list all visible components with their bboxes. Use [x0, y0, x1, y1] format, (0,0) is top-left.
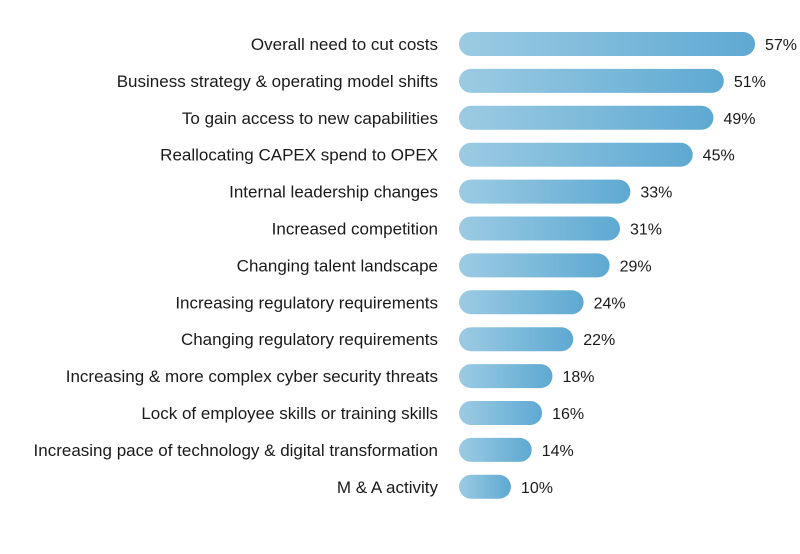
bar — [459, 253, 610, 278]
category-label: Changing talent landscape — [237, 256, 438, 275]
bar — [459, 179, 631, 204]
bar — [459, 68, 724, 93]
category-label: Reallocating CAPEX spend to OPEX — [160, 146, 438, 165]
bar-row: Lock of employee skills or training skil… — [141, 401, 584, 425]
bar-row: Increasing pace of technology & digital … — [34, 437, 574, 462]
category-label: Increasing regulatory requirements — [175, 293, 438, 312]
bar — [459, 32, 755, 56]
bar-row: Increasing regulatory requirements 24% — [175, 290, 626, 315]
bar — [459, 142, 693, 167]
category-label: Overall need to cut costs — [251, 35, 438, 54]
value-label: 45% — [703, 148, 735, 165]
value-label: 33% — [640, 185, 672, 202]
bar-row: Business strategy & operating model shif… — [117, 68, 766, 93]
value-label: 22% — [583, 332, 615, 349]
bar-row: Increasing & more complex cyber security… — [66, 364, 595, 389]
bar-row: Changing talent landscape 29% — [237, 253, 652, 278]
bar-row: Increased competition 31% — [272, 216, 662, 241]
bar — [459, 216, 620, 241]
bar — [459, 437, 532, 462]
bar — [459, 105, 714, 130]
bar-row: Reallocating CAPEX spend to OPEX 45% — [160, 142, 735, 167]
category-label: Increased competition — [272, 220, 438, 239]
bar-row: To gain access to new capabilities 49% — [182, 105, 755, 130]
bar — [459, 327, 574, 352]
category-label: Increasing & more complex cyber security… — [66, 367, 438, 386]
bar — [459, 290, 584, 315]
bar-row: M & A activity 10% — [337, 474, 553, 499]
bar — [459, 364, 553, 389]
category-label: Changing regulatory requirements — [181, 330, 438, 349]
value-label: 18% — [562, 369, 594, 386]
value-label: 16% — [552, 406, 584, 423]
category-label: Internal leadership changes — [229, 183, 438, 202]
bar-row: Changing regulatory requirements 22% — [181, 327, 615, 352]
category-label: Business strategy & operating model shif… — [117, 72, 438, 91]
value-label: 51% — [734, 74, 766, 91]
category-label: M & A activity — [337, 478, 439, 497]
value-label: 31% — [630, 222, 662, 239]
category-label: To gain access to new capabilities — [182, 109, 438, 128]
bar-row: Internal leadership changes 33% — [229, 179, 672, 204]
value-label: 24% — [594, 295, 626, 312]
category-label: Increasing pace of technology & digital … — [34, 441, 438, 460]
value-label: 49% — [723, 111, 755, 128]
value-label: 14% — [542, 443, 574, 460]
bar-row: Overall need to cut costs 57% — [251, 32, 797, 56]
bar — [459, 474, 511, 499]
value-label: 29% — [620, 258, 652, 275]
bars-layer: Overall need to cut costs 57% Business str… — [34, 32, 797, 499]
category-label: Lock of employee skills or training skil… — [141, 404, 438, 423]
bar — [459, 401, 543, 425]
value-label: 57% — [765, 37, 797, 54]
value-label: 10% — [521, 480, 553, 497]
